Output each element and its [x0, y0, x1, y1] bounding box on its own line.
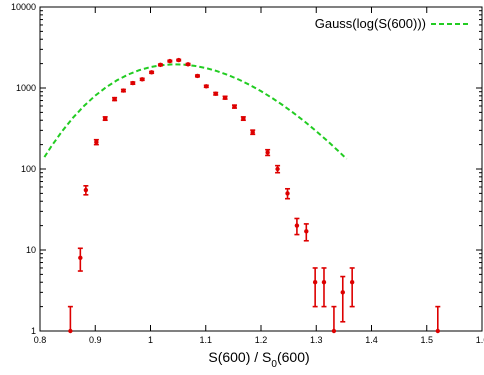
data-point — [231, 104, 237, 109]
data-point — [194, 73, 200, 79]
point-marker — [112, 96, 117, 102]
x-tick-label: 0.9 — [89, 335, 102, 345]
data-point — [139, 77, 145, 82]
x-tick-label: 1.6 — [476, 335, 484, 345]
point-marker — [241, 116, 246, 121]
y-tick-label: 100 — [21, 164, 36, 174]
point-marker — [265, 150, 270, 155]
y-tick-label: 10000 — [11, 2, 36, 12]
data-point — [250, 129, 256, 136]
data-point — [67, 305, 73, 334]
data-point — [93, 138, 99, 146]
point-marker — [275, 166, 280, 172]
data-point — [157, 62, 163, 68]
data-point — [213, 91, 219, 96]
point-marker — [250, 129, 255, 135]
point-marker — [167, 58, 173, 64]
point-marker — [102, 116, 108, 121]
point-marker — [68, 328, 73, 334]
point-marker — [158, 62, 163, 68]
plot-frame — [39, 6, 483, 332]
x-tick-label: 1.3 — [310, 335, 323, 345]
y-tick-label: 1 — [31, 326, 36, 336]
axes-group: 0.8 0.9 1 1.1 1.2 1.3 1.4 1.5 1.6 1 10 100 1000 10000 — [11, 2, 484, 345]
data-point — [312, 267, 318, 308]
x-tick-label: 1.2 — [255, 335, 268, 345]
point-marker — [331, 328, 337, 334]
x-axis-title: S(600) / S0(600) — [208, 349, 309, 370]
data-point — [149, 70, 155, 75]
legend: Gauss(log(S(600))) — [315, 16, 470, 31]
point-marker — [204, 84, 209, 89]
x-tick-label: 1.5 — [420, 335, 433, 345]
data-point — [185, 62, 191, 67]
y-tick-label: 1000 — [16, 83, 36, 93]
data-point — [285, 187, 291, 200]
point-marker — [340, 290, 345, 295]
data-point — [331, 305, 337, 334]
data-point — [130, 80, 136, 86]
point-marker — [94, 139, 99, 145]
x-tick-label: 1.4 — [365, 335, 378, 345]
data-point — [120, 88, 126, 93]
point-marker — [140, 77, 145, 82]
x-tick-label: 1 — [148, 335, 153, 345]
y-tick-label: 10 — [26, 245, 36, 255]
x-axis-title-subscript: 0 — [271, 359, 277, 370]
point-marker — [312, 280, 318, 285]
data-point — [435, 305, 441, 334]
x-tick-label: 0.8 — [34, 335, 47, 345]
point-marker — [435, 328, 440, 334]
point-marker — [176, 57, 181, 63]
point-marker — [121, 88, 126, 93]
data-point — [176, 57, 182, 63]
point-marker — [285, 191, 290, 196]
x-axis-title-main: S(600) / S — [208, 349, 271, 365]
data-point — [240, 116, 246, 122]
data-point — [340, 275, 346, 323]
point-marker — [222, 95, 228, 100]
data-point — [203, 84, 209, 89]
point-marker — [149, 70, 154, 75]
data-point — [77, 247, 83, 272]
point-marker — [185, 62, 191, 67]
data-point — [303, 223, 309, 242]
point-marker — [349, 280, 355, 285]
point-marker — [78, 255, 83, 261]
data-point — [167, 58, 173, 64]
data-point — [321, 267, 327, 308]
series-gauss-fit — [43, 63, 348, 160]
point-marker — [232, 104, 237, 109]
x-tick-label: 1.1 — [199, 335, 212, 345]
series-group — [43, 57, 441, 334]
data-point — [265, 148, 271, 157]
data-point — [102, 116, 108, 122]
point-marker — [213, 91, 218, 96]
data-point — [275, 164, 281, 174]
data-point — [349, 267, 355, 308]
point-marker — [83, 187, 89, 193]
data-point — [294, 217, 300, 236]
point-marker — [294, 223, 300, 228]
x-axis-title-tail: (600) — [277, 349, 310, 365]
point-marker — [195, 73, 200, 79]
point-marker — [304, 229, 309, 234]
data-point — [112, 96, 118, 102]
data-point — [83, 185, 89, 196]
data-point — [222, 95, 228, 100]
point-marker — [321, 280, 327, 285]
legend-label: Gauss(log(S(600))) — [315, 16, 426, 31]
point-marker — [130, 80, 136, 86]
